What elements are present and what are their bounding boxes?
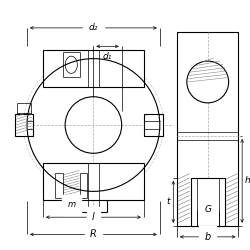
Bar	[190, 178, 225, 226]
Text: R: R	[90, 230, 97, 239]
Text: d₂: d₂	[89, 24, 98, 32]
Text: d₁: d₁	[103, 52, 112, 62]
Text: l: l	[92, 212, 95, 222]
Text: G: G	[204, 205, 211, 214]
Bar	[177, 32, 238, 226]
Text: h: h	[244, 176, 250, 186]
Text: b: b	[204, 232, 211, 242]
Bar	[43, 50, 144, 87]
Bar	[15, 114, 33, 136]
Text: m: m	[67, 200, 75, 209]
Bar	[144, 114, 164, 136]
Circle shape	[187, 61, 229, 103]
Text: t: t	[166, 197, 170, 206]
Bar	[43, 163, 144, 200]
